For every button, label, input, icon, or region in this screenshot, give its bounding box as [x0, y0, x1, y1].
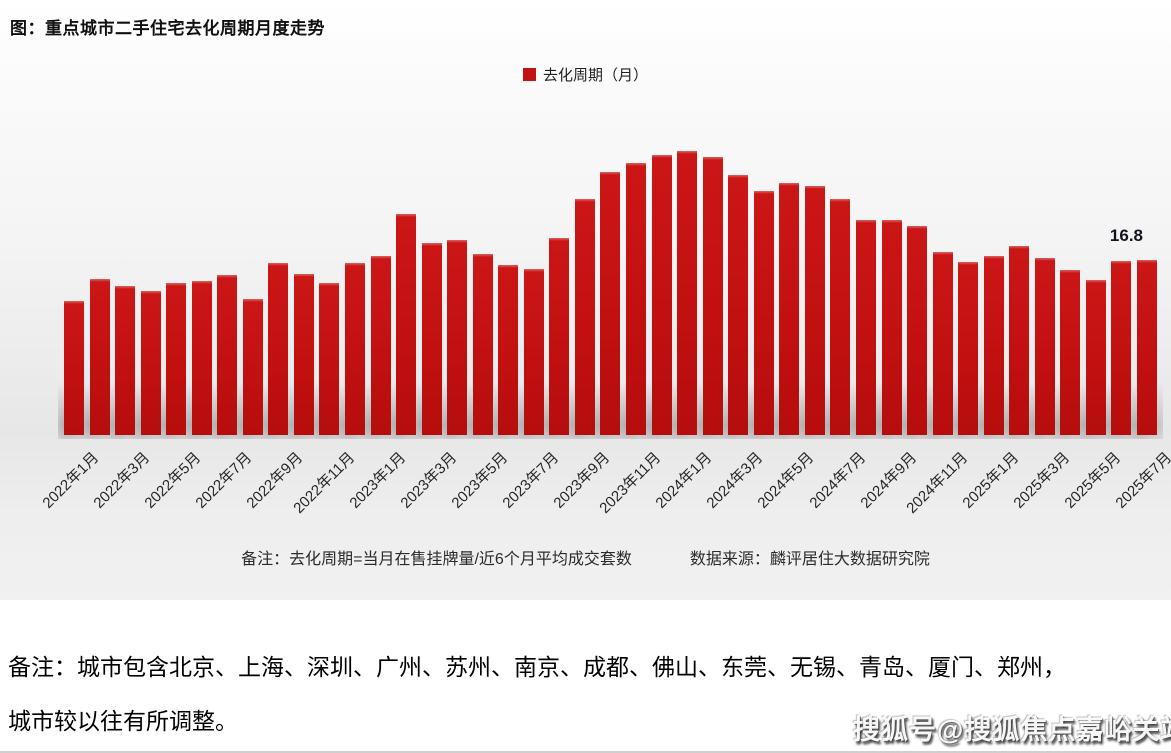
- x-axis-labels: 2022年1月 2022年3月 2022年5月 2022年7月 2022年9月 2022年…: [39, 441, 1171, 536]
- bar: [1009, 246, 1030, 435]
- bar: [574, 199, 595, 435]
- bar: [217, 275, 238, 435]
- bar: [1085, 280, 1106, 435]
- bar: [115, 286, 136, 435]
- bar: [396, 214, 417, 435]
- chart-title: 图：重点城市二手住宅去化周期月度走势: [10, 19, 325, 38]
- bar: [804, 186, 825, 435]
- bar: [549, 238, 570, 435]
- footnote-source: 数据来源：麟评居住大数据研究院: [689, 551, 930, 568]
- bar: [626, 163, 647, 435]
- bar: [523, 269, 544, 435]
- bar: [472, 254, 493, 435]
- note-line-2: 城市较以往有所调整。: [8, 709, 238, 734]
- bar: [651, 155, 672, 435]
- chart-card: 图：重点城市二手住宅去化周期月度走势 去化周期（月） 2022年1月 2022年3…: [0, 0, 1171, 600]
- bar: [268, 263, 289, 435]
- bar: [958, 262, 979, 435]
- last-value-label: 16.8: [1109, 226, 1143, 245]
- legend-label: 去化周期（月）: [542, 67, 648, 84]
- bars-container: [64, 0, 1157, 435]
- bar: [728, 175, 749, 435]
- bar: [370, 256, 391, 435]
- bar: [600, 172, 621, 435]
- bar: [702, 157, 723, 435]
- bar: [1034, 258, 1055, 435]
- bar: [907, 226, 928, 435]
- bar: [345, 263, 366, 435]
- bar: [64, 301, 84, 435]
- watermark: 搜狐号@搜狐焦点嘉峪关站: [853, 715, 1171, 745]
- footnote-definition: 备注：去化周期=当月在售挂牌量/近6个月平均成交套数: [241, 551, 632, 568]
- bar: [677, 151, 698, 435]
- bar: [242, 299, 263, 435]
- bar: [166, 283, 187, 435]
- bar: [421, 243, 442, 435]
- bar: [293, 274, 314, 435]
- bar: [498, 265, 519, 435]
- bar: [1136, 260, 1157, 435]
- bar: [932, 252, 953, 435]
- bar: [89, 279, 110, 435]
- chart-footnotes: 备注：去化周期=当月在售挂牌量/近6个月平均成交套数 数据来源：麟评居住大数据研…: [0, 545, 1171, 569]
- bar: [881, 220, 902, 435]
- note-line-1: 备注：城市包含北京、上海、深圳、广州、苏州、南京、成都、佛山、东莞、无锡、青岛、…: [8, 655, 1066, 680]
- bar-plot: 2022年1月 2022年3月 2022年5月 2022年7月 2022年9月 2022年…: [39, 0, 1171, 517]
- legend-swatch-icon: [522, 68, 536, 81]
- bar: [753, 191, 774, 435]
- bar: [319, 283, 340, 435]
- bar: [779, 183, 800, 435]
- chart-legend: 去化周期（月）: [0, 64, 1171, 85]
- bar: [855, 220, 876, 435]
- bar: [140, 291, 161, 435]
- bar: [1111, 261, 1132, 435]
- bar: [983, 256, 1004, 435]
- notes-section: 备注：城市包含北京、上海、深圳、广州、苏州、南京、成都、佛山、东莞、无锡、青岛、…: [0, 600, 1171, 753]
- bar: [191, 281, 212, 435]
- bar: [447, 240, 468, 435]
- bar: [1060, 270, 1081, 435]
- bar: [830, 199, 851, 435]
